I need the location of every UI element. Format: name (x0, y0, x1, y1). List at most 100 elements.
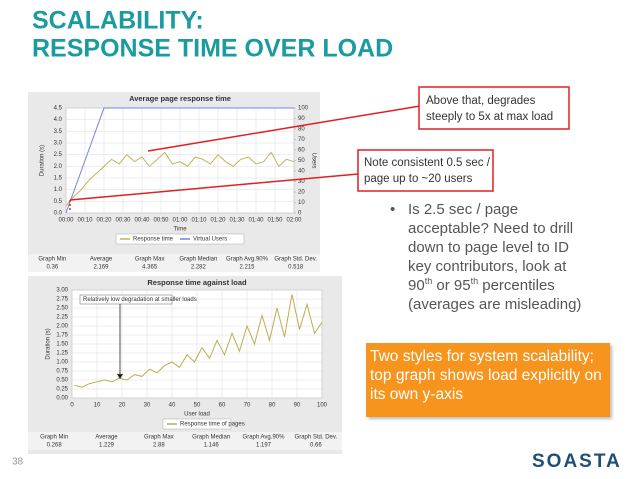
stats-value: 0.36 (46, 265, 58, 271)
callout-line-text: page up to ~20 users (364, 173, 473, 185)
y2-tick-label: 50 (298, 158, 305, 164)
stats-value: 0.518 (288, 265, 304, 271)
x-tick-label: 60 (219, 403, 226, 409)
title: RESPONSE TIME OVER LOAD (32, 35, 393, 63)
stats-value: 2.282 (191, 265, 207, 271)
stats-header: Graph Max (144, 435, 174, 441)
x-tick-label: 00:10 (77, 218, 93, 224)
legend-label: Virtual Users (193, 237, 227, 243)
stats-strip (28, 432, 342, 450)
y2-axis-label: Users (310, 153, 316, 169)
y2-tick-label: 100 (298, 106, 309, 112)
y-tick-label: 0.25 (56, 387, 68, 393)
x-tick-label: 100 (317, 403, 328, 409)
stats-value: 2.88 (153, 443, 165, 449)
y2-tick-label: 20 (298, 190, 305, 196)
callout-line-text: Above that, degrades (426, 95, 536, 107)
annotation: Relatively low degradation at smaller lo… (83, 297, 197, 303)
x-tick-label: 00:00 (58, 218, 74, 224)
stats-value: 0.66 (310, 443, 322, 449)
x-tick-label: 00:40 (134, 218, 150, 224)
x-tick-label: 20 (119, 403, 126, 409)
stats-header: Graph Std. Dev. (274, 257, 317, 263)
callout-line (147, 105, 421, 152)
y-tick-label: 2.75 (56, 297, 68, 303)
stats-header: Graph Avg.90% (243, 435, 286, 441)
logo: SOASTA (532, 451, 622, 472)
superscript: th (470, 276, 479, 286)
x-tick-label: 40 (169, 403, 176, 409)
callout-box (357, 149, 494, 192)
stats-value: 2.215 (239, 265, 255, 271)
stats-header: Graph Median (179, 257, 217, 263)
y2-tick-label: 30 (298, 179, 305, 185)
x-tick-label: 90 (294, 403, 301, 409)
y-tick-label: 4.5 (54, 106, 63, 112)
x-tick-label: 01:50 (267, 218, 283, 224)
y-tick-label: 0.50 (56, 378, 68, 384)
y-tick-label: 2.5 (54, 152, 63, 158)
y-axis-label: Duration (s) (46, 328, 52, 359)
x-tick-label: 01:30 (229, 218, 245, 224)
y-tick-label: 3.0 (54, 141, 63, 147)
charts: Average page response time 0.0 0.5 1.0 1.5 2.… (28, 94, 342, 450)
x-tick-label: 02:00 (286, 218, 302, 224)
y2-tick-label: 80 (298, 127, 305, 133)
stats-header: Average (90, 257, 113, 263)
text: or 95 (432, 277, 471, 294)
y-tick-label: 1.50 (56, 342, 68, 348)
stats-header: Average (95, 435, 118, 441)
x-tick-label: 00:50 (153, 218, 169, 224)
y2-tick-label: 60 (298, 148, 305, 154)
bullet-dot: • (390, 201, 396, 218)
line (65, 107, 294, 214)
stats-strip (28, 254, 320, 272)
x-tick-label: 00:30 (115, 218, 131, 224)
text: percentiles (averages are misleading) (408, 277, 582, 313)
stats-value: 1.146 (204, 443, 220, 449)
line (74, 294, 323, 388)
x-tick-label: 01:00 (172, 218, 188, 224)
stats-value: 4.365 (142, 265, 158, 271)
stats-header: Graph Min (38, 257, 66, 263)
y-tick-label: 1.25 (56, 351, 68, 357)
stats-header: Graph Max (135, 257, 165, 263)
x-tick-label: 0 (70, 403, 74, 409)
y-tick-label: 0.00 (56, 396, 68, 402)
callout-box (418, 86, 570, 130)
y-tick-label: 2.25 (56, 315, 68, 321)
y-tick-label: 1.75 (56, 333, 68, 339)
y-tick-label: 0.0 (54, 211, 63, 217)
bullet-text: Is 2.5 sec / page acceptable? Need to dr… (408, 200, 590, 314)
y2-tick-label: 0 (298, 211, 302, 217)
y-tick-label: 3.5 (54, 129, 63, 135)
x-tick-label: 01:10 (191, 218, 207, 224)
x-tick-label: 01:20 (210, 218, 226, 224)
stats-header: Graph Std. Dev. (295, 435, 338, 441)
stats-value: 1.197 (256, 443, 272, 449)
stats-header: Graph Median (192, 435, 230, 441)
x-tick-label: 50 (194, 403, 201, 409)
annotation-box (79, 294, 173, 305)
y2-tick-label: 90 (298, 116, 305, 122)
x-tick-label: 70 (244, 403, 251, 409)
x-tick-label: 30 (144, 403, 151, 409)
title: SCALABILITY: (32, 7, 204, 35)
x-axis-label: User load (184, 412, 210, 418)
legend-box (162, 418, 232, 430)
x-tick-label: 01:40 (248, 218, 264, 224)
text: Is 2.5 sec / page acceptable? Need to dr… (408, 201, 574, 294)
y-tick-label: 4.0 (54, 117, 63, 123)
callout-text: Note consistent 0.5 sec / page up to ~20 … (364, 157, 491, 185)
callout-text: Above that, degrades steeply to 5x at max… (426, 95, 553, 123)
highlight-text: Two styles for system scalability; top g… (370, 348, 602, 403)
stats-header: Graph Avg.90% (226, 257, 269, 263)
y-tick-label: 1.00 (56, 360, 68, 366)
callout-line-text: steeply to 5x at max load (426, 111, 553, 123)
stats-value: 2.169 (93, 265, 109, 271)
highlight-box: Two styles for system scalability; top g… (366, 343, 610, 417)
stats-value: 1.229 (99, 443, 115, 449)
x-tick-label: 10 (94, 403, 101, 409)
